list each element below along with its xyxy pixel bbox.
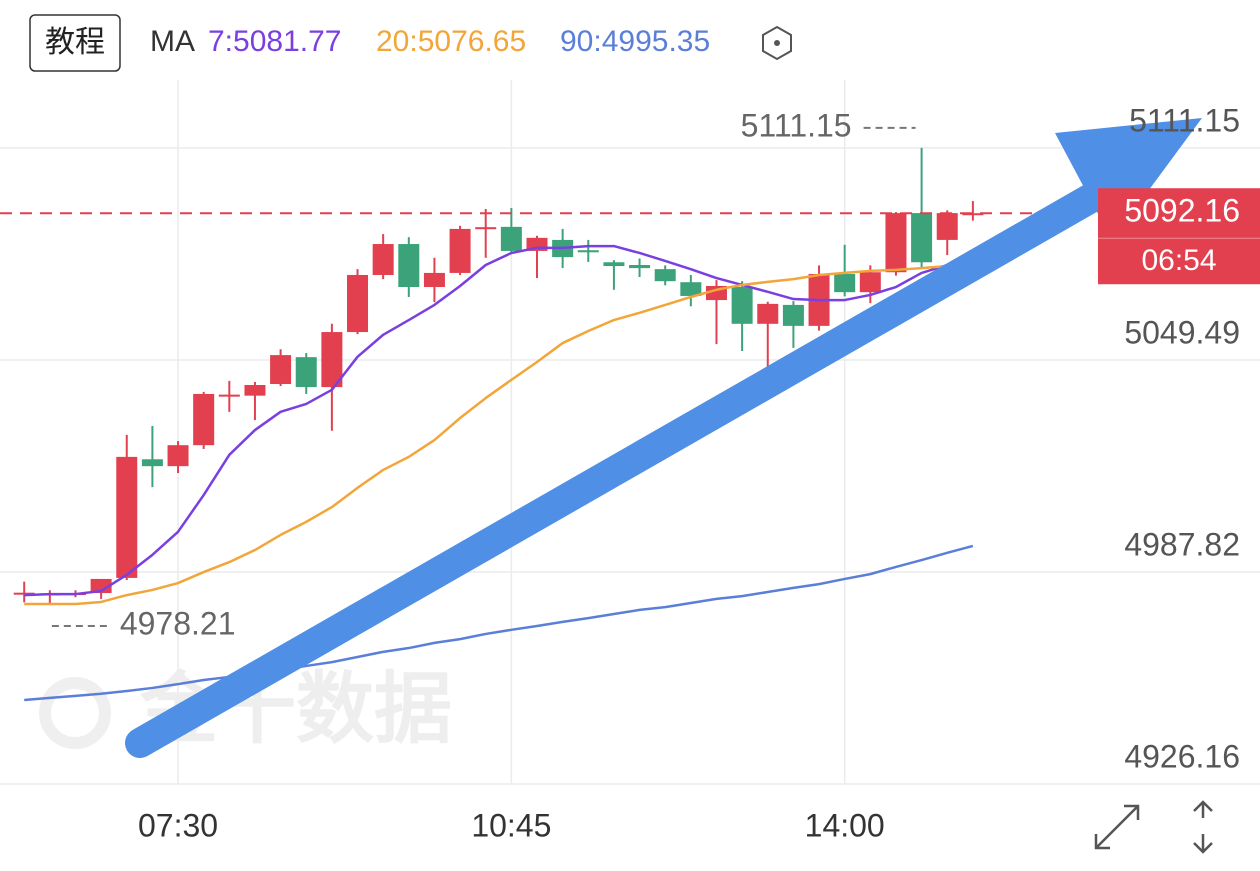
- candle-body: [500, 226, 522, 251]
- candle-body: [731, 287, 753, 324]
- y-tick-label: 5111.15: [1129, 102, 1240, 138]
- background-layer: [0, 80, 1260, 785]
- countdown-label: 06:54: [1141, 244, 1216, 277]
- tutorial-label[interactable]: 教程: [45, 26, 105, 59]
- candle-body: [680, 282, 702, 296]
- y-tick-label: 5049.49: [1124, 314, 1240, 350]
- candle-body: [116, 456, 138, 578]
- settings-dot[interactable]: [774, 40, 780, 46]
- candle-body: [244, 385, 266, 396]
- candle-body: [372, 244, 394, 275]
- candle-body: [398, 244, 420, 288]
- last-price-label: 5092.16: [1124, 193, 1240, 229]
- candle-body: [475, 227, 497, 230]
- candle-body: [603, 262, 625, 267]
- ma-line: [24, 544, 974, 702]
- candle-body: [321, 332, 343, 388]
- candle-body: [654, 269, 676, 282]
- candle-body: [629, 265, 651, 269]
- candle-body: [911, 213, 933, 263]
- y-tick-label: 4987.82: [1124, 526, 1240, 562]
- candle-body: [782, 304, 804, 326]
- candle-body: [962, 213, 984, 216]
- candle-body: [193, 393, 215, 446]
- ma-line: [24, 244, 974, 597]
- arrow-shaft: [125, 175, 1120, 758]
- candle-body: [295, 357, 317, 388]
- expand-arrows[interactable]: [1094, 804, 1140, 850]
- settings-hexagon[interactable]: [762, 25, 792, 61]
- candle-body: [13, 592, 35, 595]
- legend-entry: 7:5081.77: [208, 25, 341, 58]
- candle-body: [885, 213, 907, 273]
- watermark-logo: [39, 677, 111, 749]
- candle-body: [167, 445, 189, 467]
- candle-body: [859, 272, 881, 293]
- overlay-layer: 5111.15 5049.49 4987.82 4926.16 07:30 10:45 14…: [51, 102, 1260, 843]
- candle-body: [347, 274, 369, 333]
- candle-body: [270, 355, 292, 384]
- candle-body: [449, 228, 471, 273]
- candle-body: [141, 459, 163, 467]
- x-tick-label: 10:45: [471, 807, 551, 843]
- ma-line: [24, 263, 973, 606]
- arrow-head: [1055, 118, 1202, 240]
- candle-body: [90, 578, 112, 594]
- candle-body: [834, 273, 856, 293]
- candle-body: [423, 272, 445, 288]
- x-tick-label: 07:30: [138, 807, 218, 843]
- min-marker-label: 4978.21: [120, 605, 236, 641]
- expand-icon[interactable]: [1094, 804, 1140, 850]
- legend-entry: 90:4995.35: [560, 25, 710, 58]
- scale-arrows[interactable]: [1193, 800, 1213, 854]
- candle-body: [936, 213, 958, 240]
- max-marker-label: 5111.15: [741, 107, 852, 143]
- indicator-name: MA: [150, 25, 195, 58]
- y-tick-label: 4926.16: [1124, 738, 1240, 774]
- candle-body: [577, 250, 599, 253]
- last-price-box: [1098, 188, 1260, 285]
- candle-body: [757, 303, 779, 324]
- settings-icon[interactable]: [762, 25, 792, 61]
- scale-icon[interactable]: [1193, 800, 1213, 854]
- x-tick-label: 14:00: [805, 807, 885, 843]
- trend-arrow: [125, 118, 1202, 758]
- tutorial-button[interactable]: [29, 14, 121, 72]
- plot-layer: [0, 147, 1098, 702]
- legend-entry: 20:5076.65: [376, 25, 526, 58]
- candle-body: [218, 394, 240, 397]
